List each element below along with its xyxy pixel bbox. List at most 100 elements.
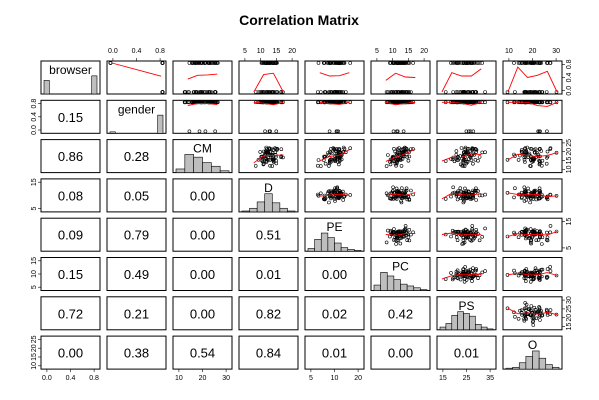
scatter-point (463, 265, 468, 269)
scatter-point (452, 61, 457, 65)
scatter-point (200, 90, 205, 94)
scatter-point (192, 61, 196, 65)
panel-PS-PE: 0.02 (304, 296, 365, 331)
scatter-point (474, 228, 479, 232)
panel-frame (40, 178, 101, 213)
tick-label: 25 (566, 305, 573, 313)
panel-PS-PC: 0.42 (370, 296, 431, 331)
p-value-label: 0.00 (190, 267, 215, 282)
scatter-point (531, 323, 536, 327)
panel-frame (172, 217, 233, 252)
scatter-point (454, 153, 459, 157)
scatter-point (520, 195, 524, 199)
hist-bar (184, 154, 194, 173)
scatter-point (544, 161, 549, 166)
scatter-point (471, 129, 476, 134)
panel-frame (502, 257, 563, 291)
scatter-point (480, 61, 485, 65)
scatter-point (454, 235, 459, 239)
scatter-point (332, 148, 337, 152)
panel-frame (238, 335, 299, 370)
scatter-point (341, 198, 346, 202)
scatter-point (263, 129, 267, 134)
panel-frame (370, 217, 431, 252)
scatter-point (268, 129, 272, 134)
tick-label: 0.0 (566, 86, 573, 96)
scatter-point (273, 150, 278, 155)
panel-gender-O (502, 99, 563, 134)
scatter-point (466, 61, 471, 65)
scatter-point (533, 194, 537, 199)
smooth-line (441, 273, 482, 280)
scatter-point (315, 90, 320, 94)
scatter-point (463, 147, 468, 151)
tick-label: 10 (566, 165, 573, 173)
scatter-point (520, 61, 524, 65)
panel-gender-PS (436, 99, 497, 134)
scatter-point (535, 150, 539, 155)
scatter-point (531, 319, 536, 323)
panel-frame (304, 60, 365, 95)
scatter-point (519, 308, 524, 313)
panel-CM-PE (304, 139, 365, 174)
scatter-point (540, 267, 545, 272)
scatter-point (322, 61, 326, 65)
scatter-point (526, 186, 530, 191)
tick-label: 5 (243, 48, 247, 55)
panel-browser-PE (304, 60, 365, 95)
variable-label: CM (193, 142, 212, 156)
hist-bar (354, 249, 362, 252)
scatter-point (469, 271, 473, 276)
scatter-point (516, 235, 521, 239)
scatter-point (397, 100, 401, 105)
scatter-point (548, 224, 553, 228)
panel-gender-D (238, 99, 299, 134)
scatter-point (464, 61, 468, 65)
scatter-point (524, 90, 529, 94)
scatter-point (341, 90, 346, 94)
scatter-point (528, 279, 533, 284)
scatter-point (403, 189, 408, 194)
scatter-point (470, 279, 474, 283)
scatter-point (256, 158, 261, 162)
panel-PC-O (502, 257, 563, 291)
scatter-point (451, 185, 456, 190)
scatter-point (404, 195, 409, 200)
scatter-point (470, 61, 474, 65)
scatter-point (318, 90, 323, 94)
p-value-label: 0.01 (322, 346, 347, 361)
p-value-label: 0.00 (58, 346, 83, 361)
scatter-point (532, 269, 537, 274)
scatter-point (454, 272, 459, 276)
scatter-point (190, 100, 194, 105)
hist-bar (463, 313, 470, 331)
scatter-point (466, 268, 471, 273)
smooth-line (507, 192, 558, 198)
scatter-point (452, 159, 457, 164)
scatter-point (333, 197, 337, 201)
scatter-point (505, 306, 510, 311)
scatter-point (391, 61, 395, 65)
panel-frame (238, 257, 299, 291)
p-value-label: 0.49 (124, 267, 149, 282)
scatter-point (398, 158, 403, 162)
scatter-point (477, 155, 482, 159)
scatter-point (545, 267, 550, 271)
scatter-point (409, 147, 413, 151)
scatter-point (327, 149, 332, 154)
panel-frame (238, 99, 299, 134)
scatter-point (336, 147, 341, 151)
scatter-point (327, 129, 332, 134)
scatter-point (538, 318, 542, 322)
scatter-point (337, 153, 342, 157)
scatter-point (526, 273, 531, 278)
tick-label: 5 (566, 246, 573, 250)
scatter-point (391, 90, 395, 94)
tick-label: 0.4 (31, 112, 38, 122)
scatter-point (263, 61, 267, 65)
scatter-point (213, 61, 217, 65)
scatter-point (403, 61, 408, 65)
panel-frame (172, 99, 233, 134)
scatter-point (473, 147, 478, 151)
